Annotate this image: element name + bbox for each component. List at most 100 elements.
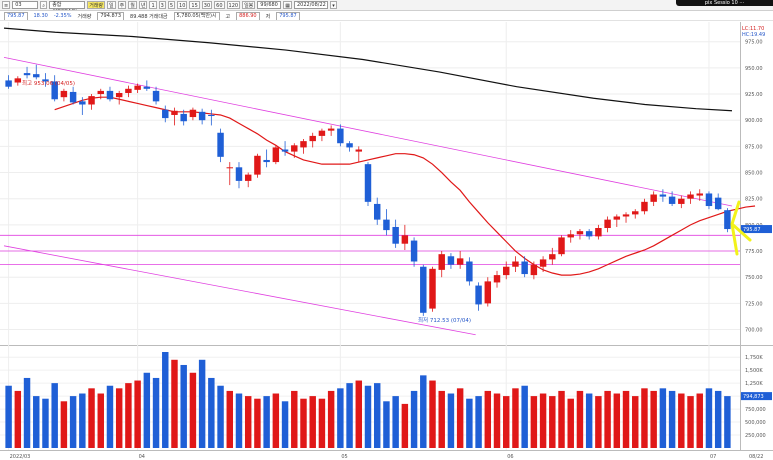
candle-body	[217, 132, 224, 157]
date-input[interactable]: 2022/08/22	[294, 1, 328, 9]
candle-body	[466, 261, 473, 282]
candle-body	[429, 268, 436, 309]
volume-bar	[355, 380, 363, 448]
volume-tick-label: 750,000	[745, 407, 766, 413]
volume-bar	[484, 390, 492, 448]
volume-bar	[576, 390, 584, 448]
volume-bar	[327, 390, 335, 448]
candle-body	[447, 256, 455, 265]
volume-bar	[714, 390, 722, 448]
candle-body	[604, 219, 611, 229]
volume-bar	[69, 396, 77, 448]
volume-bar	[346, 383, 353, 448]
candle-body	[134, 85, 141, 90]
period-button-0[interactable]: 일	[107, 1, 116, 9]
period-button-1[interactable]: 주	[117, 1, 127, 9]
volume-bar	[217, 385, 224, 448]
period-button-9[interactable]: 30	[201, 1, 213, 9]
volume-bar	[549, 396, 556, 448]
search-icon[interactable]: ⌕	[40, 1, 48, 9]
ma-long-line	[3, 27, 733, 112]
candle-body	[106, 90, 114, 100]
volume-bar	[79, 393, 86, 448]
candle-body	[152, 90, 160, 102]
candle-body	[622, 214, 630, 217]
volume-bar	[23, 377, 31, 448]
high-label: 고	[225, 13, 231, 20]
volume-bar	[143, 372, 151, 448]
candle-body	[724, 210, 731, 230]
candle-body	[162, 109, 169, 119]
menu-icon[interactable]: ≡	[2, 1, 11, 9]
volume-bar	[235, 393, 243, 448]
volume-bar	[291, 390, 298, 448]
volume-bar	[97, 393, 104, 448]
volume-bar	[595, 396, 602, 448]
period-button-5[interactable]: 3	[158, 1, 166, 9]
volume-bar	[622, 390, 630, 448]
candle-body	[244, 174, 252, 181]
chart-type-button[interactable]: 거래량	[87, 1, 106, 9]
low-value: 795.87	[276, 12, 300, 20]
candle-body	[484, 281, 492, 304]
volume-bar	[42, 398, 49, 448]
candle-body	[60, 90, 68, 98]
volume-bar	[429, 380, 436, 448]
market-select[interactable]: 종합(KOSDAQ)	[49, 1, 86, 10]
volume-bar	[171, 359, 178, 448]
candle-body	[69, 91, 77, 103]
volume-bar	[512, 388, 519, 448]
high-value: 886.90	[236, 12, 260, 20]
price-chart[interactable]: 975.00 950.00 925.00 900.00 875.00 850.00 825.…	[0, 22, 773, 460]
volume-bar	[272, 393, 280, 448]
time-tick-label: 08/22	[749, 454, 763, 460]
volume-bar	[106, 385, 114, 448]
price-tag-bg	[741, 225, 772, 234]
period-button-6[interactable]: 5	[167, 1, 176, 9]
price-tick-label: 875.00	[745, 144, 763, 150]
candle-body	[650, 194, 657, 202]
period-button-7[interactable]: 10	[177, 1, 188, 9]
calendar-picker-icon[interactable]: ▾	[330, 1, 337, 9]
period-button-3[interactable]: 년	[138, 1, 148, 9]
trendline	[3, 245, 476, 336]
candle-body	[364, 164, 372, 202]
candle-body	[42, 79, 49, 82]
candle-body	[373, 203, 381, 220]
candle-body	[291, 145, 298, 152]
period-button-10[interactable]: 60	[214, 1, 225, 9]
period-button-2[interactable]: 월	[128, 1, 137, 9]
volume-bar	[475, 396, 482, 448]
volume-label: 거래량	[77, 13, 92, 20]
volume-bar	[115, 388, 123, 448]
volume-bar	[604, 390, 611, 448]
count-input[interactable]: 99/680	[257, 1, 282, 9]
star-button[interactable]: 일봉	[242, 1, 256, 9]
code-input[interactable]: 03	[12, 1, 39, 9]
volume-bar	[88, 388, 95, 448]
info-bar: 795.87 18.30 -2.35% 거래량 794.873 89.488 거…	[0, 12, 773, 21]
time-tick-label: 04	[139, 454, 145, 460]
period-button-4[interactable]: 1	[149, 1, 157, 9]
period-button-8[interactable]: 15	[189, 1, 200, 9]
volume-bar	[456, 388, 464, 448]
price-tick-label: 700.00	[745, 328, 763, 334]
volume-bar	[466, 398, 473, 448]
period-button-11[interactable]: 120	[226, 1, 241, 9]
calendar-icon[interactable]: ▦	[283, 1, 292, 9]
current-price: 795.87	[4, 12, 28, 20]
lc-label: LC:11.70	[742, 26, 764, 32]
volume-bar	[383, 401, 390, 448]
candle-body	[539, 259, 547, 267]
chart-toolbar: ≡ 03 ⌕ 종합(KOSDAQ) 거래량 일 주 월 년 1 3 5 10 1…	[0, 0, 773, 11]
price-tick-label: 925.00	[745, 92, 763, 98]
candle-body	[521, 261, 528, 275]
candle-body	[392, 226, 399, 244]
price-tick-label: 750.00	[745, 275, 763, 281]
volume-bar	[162, 352, 169, 448]
volume-bar	[392, 396, 399, 448]
trade-amount-label: 89.488 거래대금	[130, 13, 168, 20]
candle-body	[659, 194, 667, 197]
candle-body	[346, 143, 353, 148]
candle-body	[687, 194, 694, 199]
